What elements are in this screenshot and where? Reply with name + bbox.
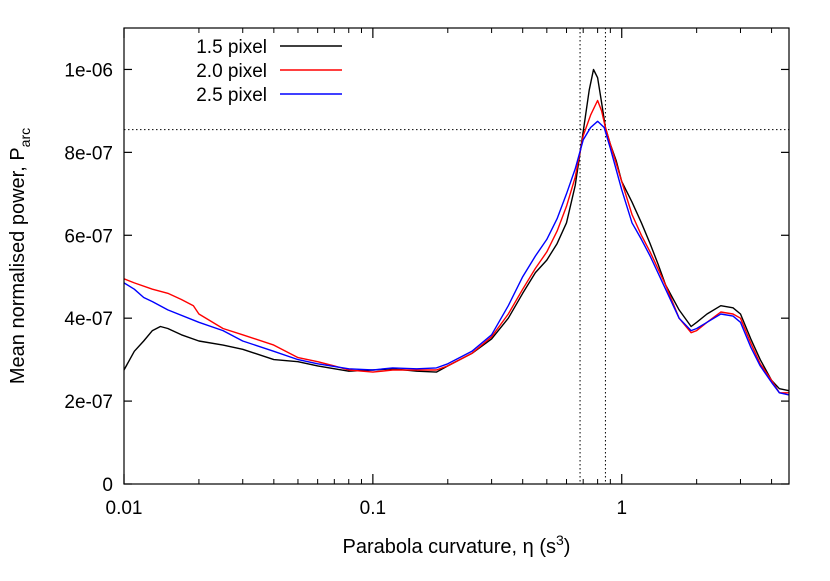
series-line-1 (123, 68, 790, 392)
legend-label: 1.5 pixel (196, 37, 267, 58)
y-tick-label: 1e-06 (64, 60, 113, 81)
series-line-3 (123, 120, 790, 396)
x-tick-label: 0.1 (360, 498, 386, 519)
y-axis-title: Mean normalised power, Parc (7, 128, 33, 384)
y-axis-title-subscript: arc (17, 128, 33, 147)
plot-frame (123, 27, 790, 485)
series-layer (123, 68, 790, 396)
y-tick-label: 2e-07 (64, 392, 113, 413)
series-line-2 (123, 99, 789, 394)
x-axis-title: Parabola curvature, η (s3) (343, 532, 571, 558)
y-tick-label: 6e-07 (64, 226, 113, 247)
axis-ticks: 0 2e-07 4e-07 6e-07 8e-07 1e-06 0.01 0.1 1 (64, 28, 789, 519)
legend-label: 2.0 pixel (196, 61, 267, 82)
x-tick-label: 0.01 (106, 498, 143, 519)
reference-lines (124, 28, 789, 484)
y-tick-label: 8e-07 (64, 143, 113, 164)
x-tick-label: 1 (616, 498, 627, 519)
legend-label: 2.5 pixel (196, 85, 267, 106)
legend: 1.5 pixel 2.0 pixel 2.5 pixel (196, 37, 342, 106)
y-tick-label: 4e-07 (64, 309, 113, 330)
y-tick-label: 0 (102, 475, 113, 496)
x-axis-title-superscript: 3 (556, 532, 564, 548)
